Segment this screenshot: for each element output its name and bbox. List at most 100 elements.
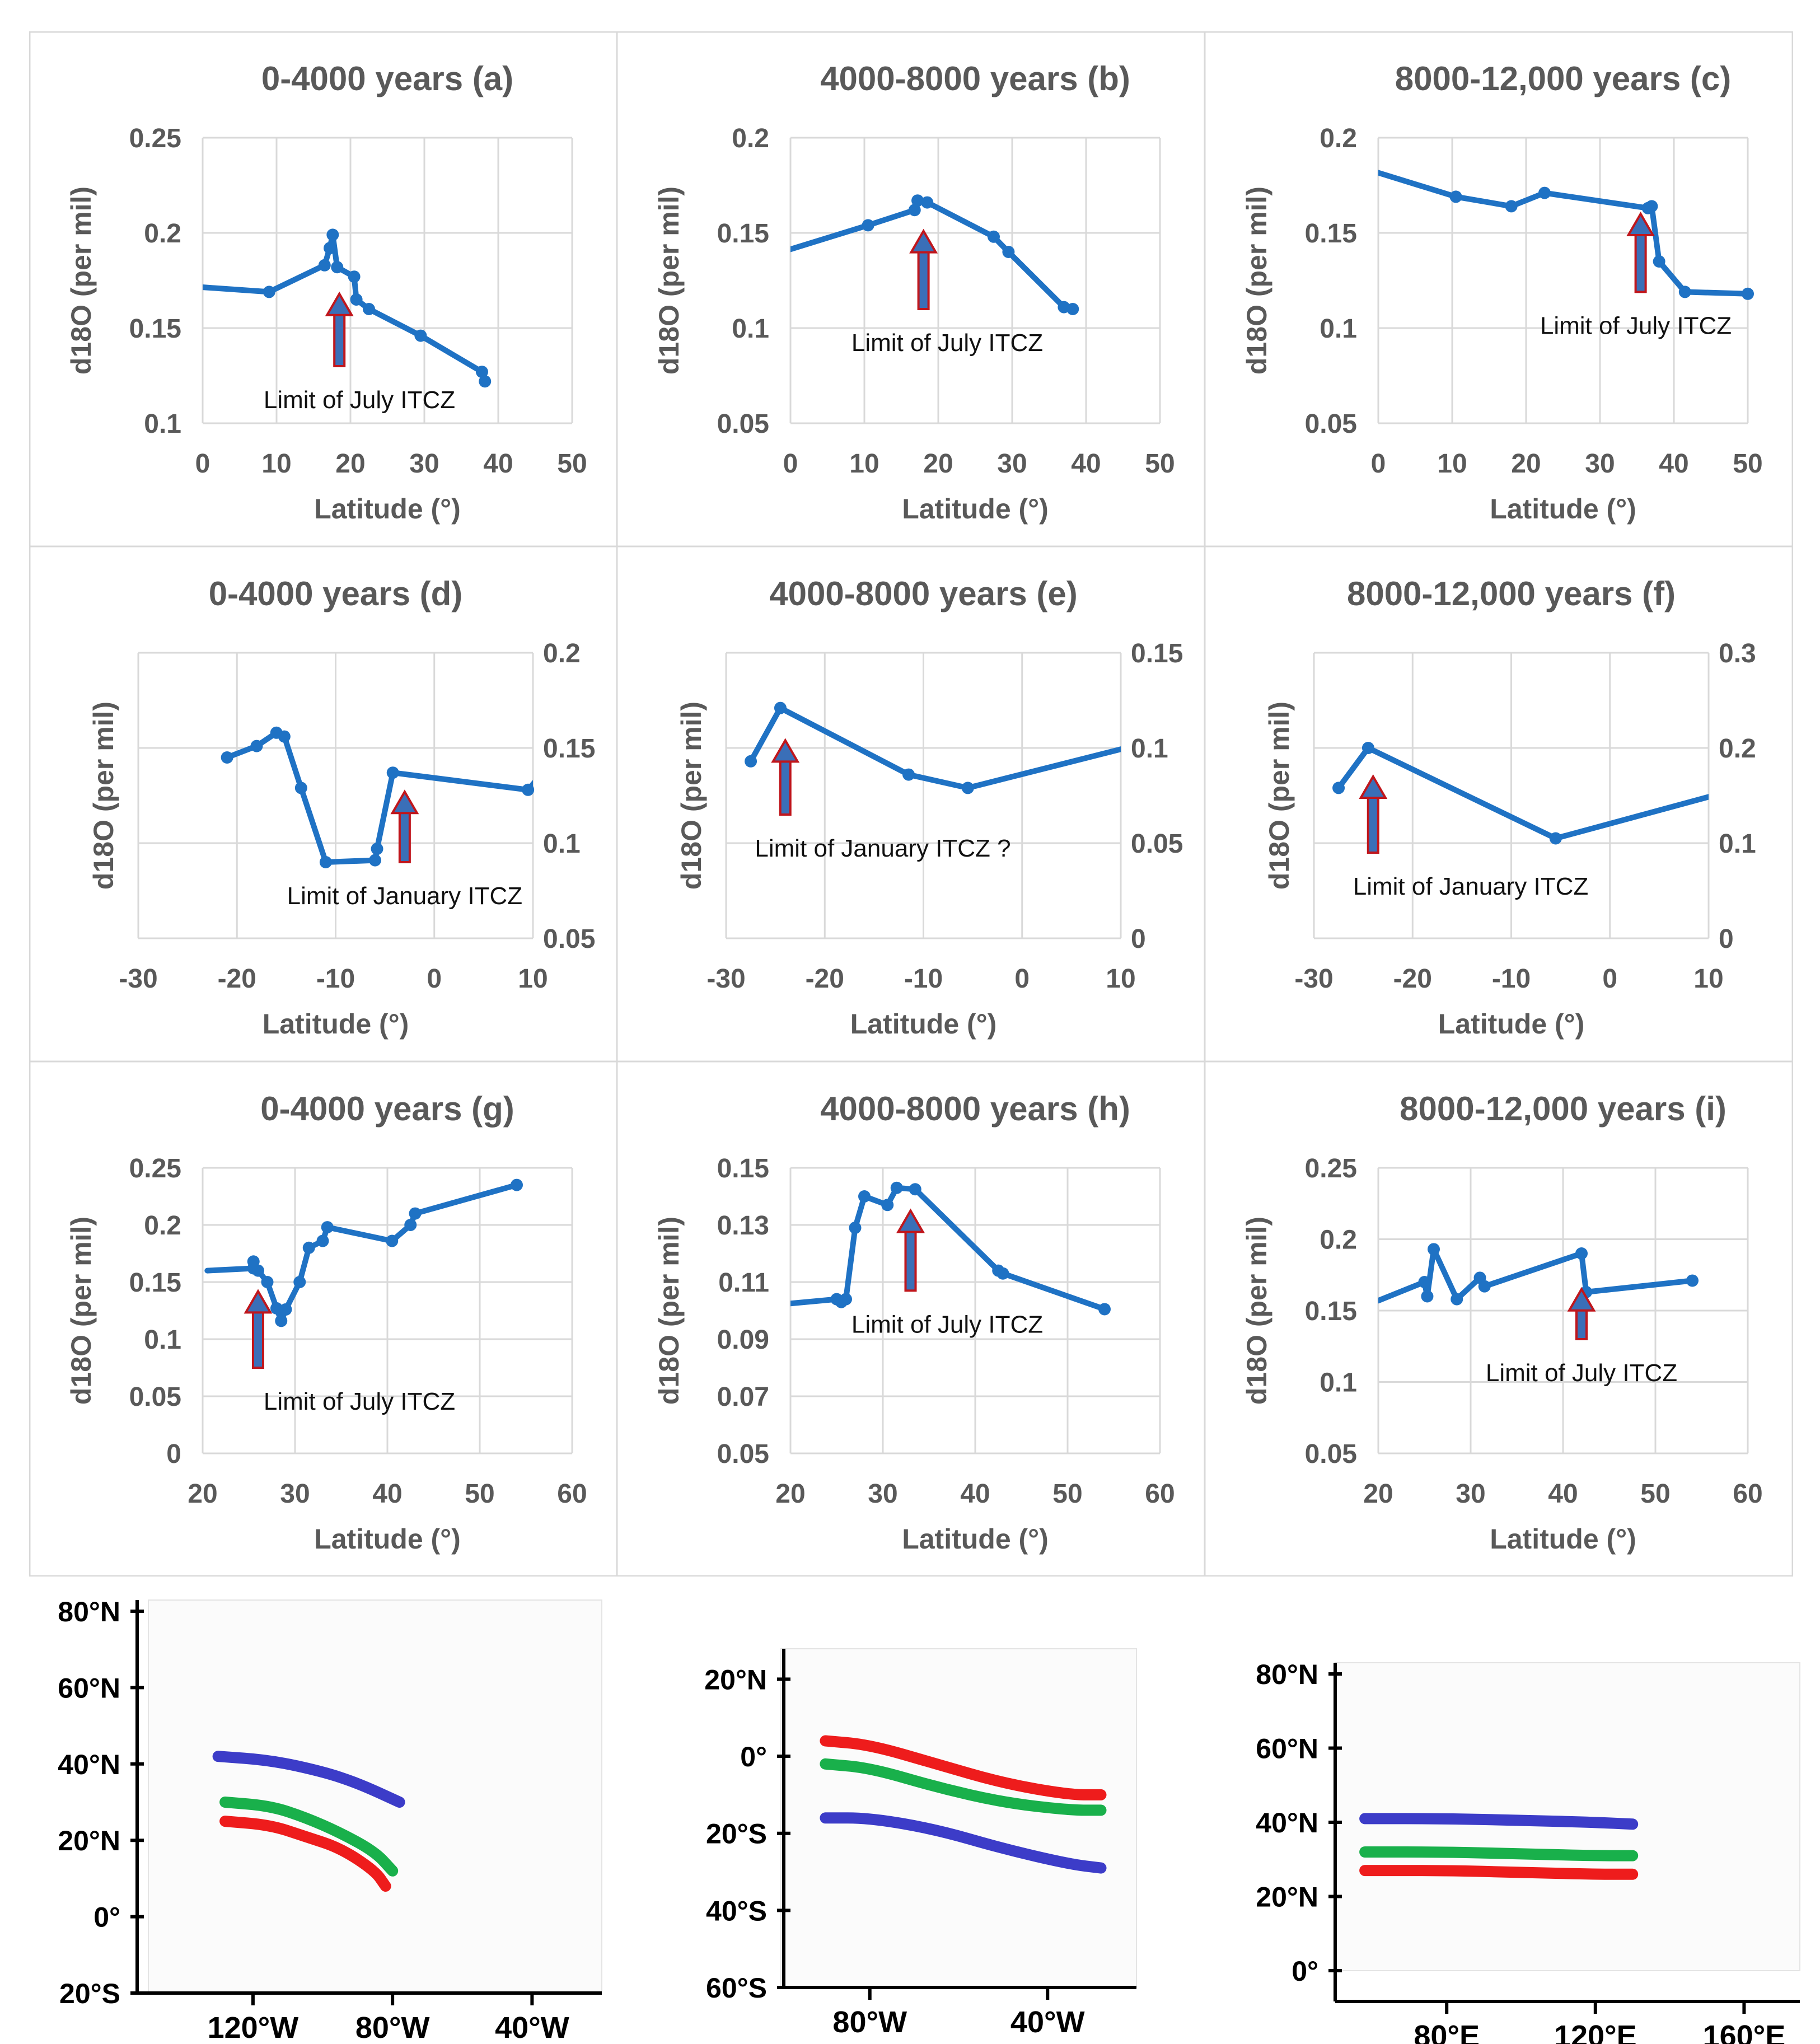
x-tick-label: 10	[261, 449, 291, 479]
data-point	[386, 1234, 399, 1247]
data-point	[1575, 1247, 1588, 1260]
y-tick-label: 0.11	[718, 1268, 769, 1298]
x-tick-label: 40	[1659, 449, 1688, 479]
data-point	[414, 329, 427, 342]
x-tick-label: 50	[557, 449, 587, 479]
x-tick-label: 10	[1106, 964, 1135, 994]
data-point	[1362, 742, 1374, 754]
data-point	[1538, 186, 1551, 199]
map-north-america: 80°N 60°N 40°N 20°N 0° 20°S 120°W 80°W 40°W	[58, 1596, 602, 2044]
chart-title: 8000-12,000 years (i)	[1400, 1090, 1727, 1128]
map-lat-label: 20°S	[706, 1818, 767, 1850]
x-tick-label: 40	[960, 1479, 990, 1509]
map-lat-label: 80°N	[58, 1596, 120, 1627]
map-lat-label: 0°	[1292, 1956, 1318, 1987]
itcz-curve	[820, 1812, 1107, 1874]
y-tick-label: 0.05	[1305, 409, 1357, 439]
x-tick-label: 30	[868, 1479, 897, 1509]
data-point	[1421, 1290, 1434, 1303]
x-axis-label: Latitude (°)	[850, 1008, 997, 1040]
map-lat-label: 60°N	[58, 1672, 120, 1704]
y-tick-label: 0.15	[717, 1154, 769, 1184]
map-lon-label: 160°E	[1703, 2019, 1786, 2044]
y-tick-label: 0	[1719, 924, 1734, 954]
data-point	[1742, 287, 1754, 300]
map-lat-label: 20°N	[704, 1664, 767, 1695]
itcz-arrow-shaft	[1367, 796, 1379, 854]
x-tick-label: 50	[1640, 1479, 1670, 1509]
itcz-annotation: Limit of July ITCZ	[1486, 1359, 1677, 1387]
x-tick-label: 20	[775, 1479, 805, 1509]
chart-title: 8000-12,000 years (f)	[1347, 575, 1676, 612]
y-tick-label: 0.15	[543, 734, 595, 764]
x-tick-label: 50	[1733, 449, 1762, 479]
x-tick-label: 20	[1363, 1479, 1393, 1509]
itcz-arrow-head	[244, 1289, 273, 1314]
map-lat-label: 20°N	[58, 1825, 120, 1856]
x-tick-label: -20	[806, 964, 844, 994]
y-axis-label: d18O (per mil)	[676, 701, 707, 890]
y-tick-label: 0.05	[1305, 1439, 1357, 1469]
chart-title: 0-4000 years (a)	[261, 60, 513, 97]
data-point	[996, 1267, 1009, 1280]
data-point	[250, 740, 263, 752]
chart-h: 4000-8000 years (h) 0.05 0.07 0.09 0.11 0.13 0…	[653, 1090, 1175, 1555]
y-tick-label: 0.15	[1131, 639, 1183, 668]
y-tick-label: 0.05	[543, 924, 595, 954]
data-point	[1451, 1293, 1463, 1306]
series-line	[1378, 170, 1748, 297]
data-point	[1653, 255, 1665, 268]
data-point	[961, 782, 974, 794]
x-tick-label: 30	[1456, 1479, 1485, 1509]
itcz-arrow-shaft	[904, 1229, 917, 1292]
itcz-arrow-shaft	[1634, 233, 1647, 293]
x-axis-label: Latitude (°)	[1490, 493, 1636, 525]
map-lat-label: 80°N	[1256, 1659, 1318, 1690]
data-point	[302, 1241, 315, 1254]
x-tick-label: 0	[427, 964, 442, 994]
x-tick-label: 10	[849, 449, 879, 479]
data-point	[858, 1190, 871, 1203]
y-axis-label: d18O (per mil)	[1264, 701, 1295, 890]
data-point	[1332, 782, 1345, 794]
itcz-curve	[1359, 1813, 1639, 1830]
chart-title: 0-4000 years (g)	[260, 1090, 514, 1128]
data-point	[270, 1302, 283, 1315]
map-lon-label: 120°E	[1554, 2019, 1637, 2044]
data-point	[862, 219, 874, 232]
itcz-curve	[219, 1816, 391, 1892]
y-tick-label: 0.09	[717, 1325, 769, 1355]
data-point	[774, 701, 787, 714]
y-axis-label: d18O (per mil)	[1241, 186, 1272, 375]
y-tick-label: 0.25	[129, 1154, 181, 1184]
map-lon-label: 40°W	[495, 2011, 569, 2044]
itcz-arrow-shaft	[917, 250, 930, 311]
y-tick-label: 0.1	[144, 409, 181, 439]
itcz-arrow-head	[1626, 212, 1655, 236]
data-point	[324, 242, 336, 255]
itcz-curve	[1359, 1846, 1639, 1861]
map-lat-label: 0°	[740, 1741, 767, 1772]
itcz-arrow-head	[1359, 774, 1388, 799]
chart-e: 4000-8000 years (e) 0 0.05 0.1 0.15 -30 -20 -10…	[676, 575, 1183, 1040]
x-tick-label: 20	[188, 1479, 217, 1509]
chart-title: 0-4000 years (d)	[209, 575, 463, 612]
y-tick-label: 0.05	[129, 1382, 181, 1412]
y-tick-label: 0	[1131, 924, 1146, 954]
itcz-annotation: Limit of January ITCZ ?	[755, 835, 1010, 862]
data-point	[409, 1207, 422, 1220]
map-asia: 80°N 60°N 40°N 20°N 0° 80°E 120°E 160°E	[1256, 1659, 1800, 2044]
data-point	[911, 194, 924, 207]
grid-frame	[29, 31, 1793, 1577]
data-point	[890, 1181, 903, 1194]
y-axis-label: d18O (per mil)	[65, 186, 97, 375]
x-axis-label: Latitude (°)	[1490, 1523, 1636, 1555]
x-tick-label: 0	[783, 449, 798, 479]
data-point	[321, 1221, 334, 1234]
data-point	[1428, 1243, 1440, 1256]
chart-c: 8000-12,000 years (c) 0.05 0.1 0.15 0.2 0 10 20…	[1241, 60, 1763, 525]
map-lon-label: 80°W	[355, 2011, 430, 2044]
data-point	[1002, 246, 1015, 258]
y-tick-label: 0.1	[144, 1325, 181, 1355]
data-point	[745, 755, 757, 768]
